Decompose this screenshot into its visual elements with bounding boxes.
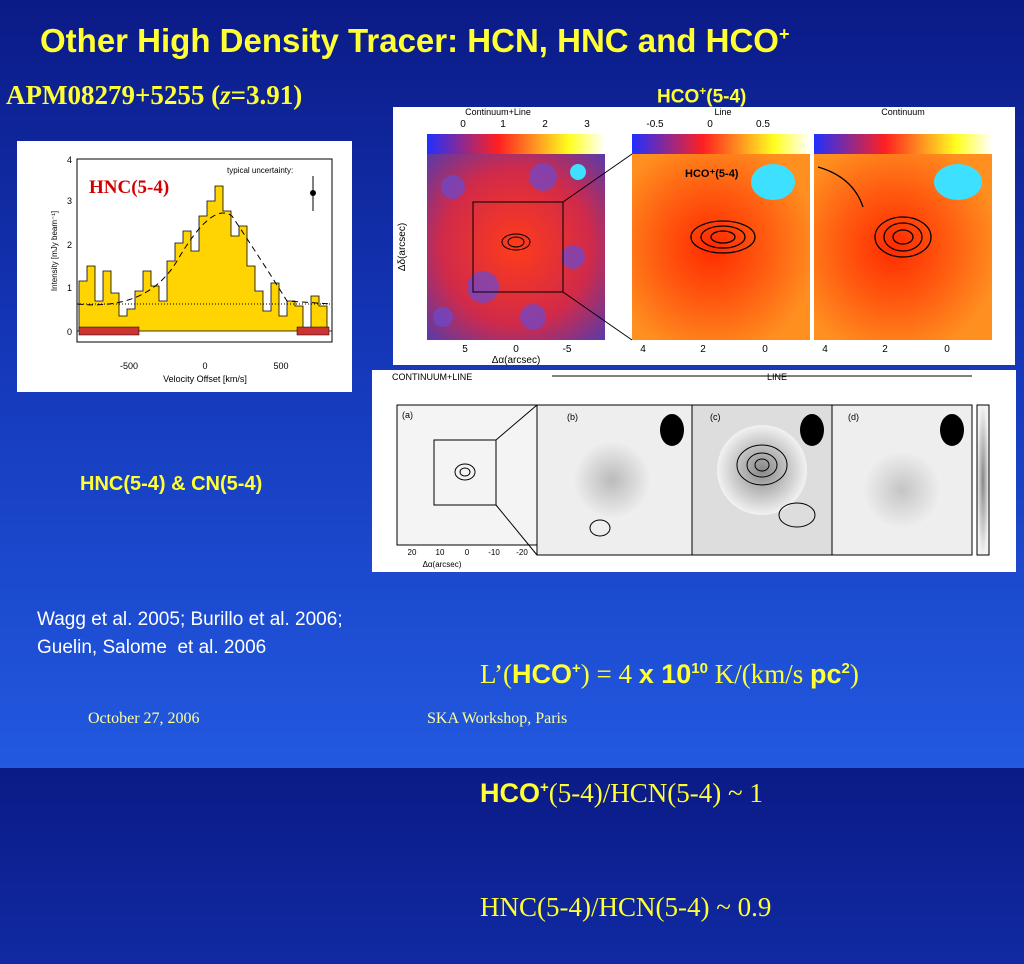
references: Wagg et al. 2005; Burillo et al. 2006; Gu… [37, 606, 343, 662]
results: L’(HCO+) = 4 x 1010 K/(km/s pc2) HCO+(5-… [480, 574, 859, 964]
colorbar-tick: 2 [542, 119, 548, 130]
subtitle-source: APM08279+5255 ( [6, 80, 221, 110]
y-tick-label: 2 [67, 240, 72, 250]
panel-label: (d) [848, 412, 859, 422]
text: pc [810, 659, 842, 689]
x-tick-label: 5 [462, 344, 468, 355]
x-tick-label: 500 [273, 361, 288, 371]
reference: Wagg et al. 2005; Burillo et al. 2006; [37, 609, 343, 630]
x-tick-label: 0 [202, 361, 207, 371]
title: Other High Density Tracer: HCN, HNC and … [40, 22, 789, 60]
result-line: HCO+(5-4)/HCN(5-4) ~ 1 [480, 769, 859, 812]
x-tick-label: 2 [700, 344, 706, 355]
text: ) [849, 659, 859, 689]
cn-maps: CONTINUUM+LINE LINE (a) (b) (c) (d) 20 1… [372, 370, 1016, 572]
cn-caption: HNC(5-4) & CN(5-4) [80, 473, 263, 495]
slide: Other High Density Tracer: HCN, HNC and … [0, 0, 1024, 922]
y-tick-label: 0 [67, 327, 72, 337]
text: ) = 4 [580, 659, 639, 689]
reference: Guelin, Salome et al. 2006 [37, 637, 267, 658]
x-tick-label: 10 [436, 548, 445, 557]
spectrum-note: typical uncertainty: [227, 166, 293, 175]
result-line: L’(HCO+) = 4 x 1010 K/(km/s pc2) [480, 650, 859, 693]
panel-title: Continuum [881, 107, 925, 117]
panel-header: LINE [767, 372, 787, 382]
colorbar-tick: 0.5 [756, 119, 770, 130]
text: K/(km/s [707, 659, 810, 689]
sup: 10 [691, 660, 708, 677]
x-tick-label: 0 [513, 344, 519, 355]
panel-header: CONTINUUM+LINE [392, 372, 472, 382]
x-tick-label: -10 [488, 548, 500, 557]
text: L’( [480, 659, 512, 689]
footer-date: October 27, 2006 [88, 710, 200, 727]
caption-text: HCO [657, 86, 700, 108]
panel-label: (c) [710, 412, 721, 422]
y-tick-label: 1 [67, 283, 72, 293]
hco-caption: HCO+(5-4) [657, 84, 746, 108]
y-axis-label: Intensity [mJy beam⁻¹] [50, 211, 59, 291]
x-tick-label: 0 [465, 548, 470, 557]
text: x 10 [638, 659, 692, 689]
subtitle-z: z [220, 80, 231, 110]
subtitle: APM08279+5255 (z=3.91) [6, 80, 302, 111]
x-axis-label: Δα(arcsec) [492, 355, 541, 365]
x-axis-label: Velocity Offset [km/s] [163, 374, 247, 384]
panel-label: (a) [402, 410, 413, 420]
footer-event: SKA Workshop, Paris [427, 710, 568, 727]
x-tick-label: -20 [516, 548, 528, 557]
y-tick-label: 3 [67, 196, 72, 206]
panel-title: Line [714, 107, 731, 117]
result-line: HNC(5-4)/HCN(5-4) ~ 0.9 [480, 892, 772, 922]
title-text: Other High Density Tracer: HCN, HNC and … [40, 22, 779, 59]
x-tick-label: -5 [563, 344, 572, 355]
sup: 2 [841, 660, 850, 677]
colorbar-tick: 3 [584, 119, 590, 130]
x-tick-label: -500 [120, 361, 138, 371]
panel-label: (b) [567, 412, 578, 422]
colorbar-tick: 0 [707, 119, 713, 130]
y-tick-label: 4 [67, 155, 72, 165]
x-tick-label: 4 [640, 344, 646, 355]
sup: + [572, 660, 581, 677]
x-tick-label: 0 [762, 344, 768, 355]
colorbar-tick: 0 [460, 119, 466, 130]
text: HCO [512, 659, 572, 689]
colorbar-tick: -0.5 [646, 119, 664, 130]
text: (5-4)/HCN(5-4) ~ 1 [548, 778, 763, 808]
caption-rest: (5-4) [706, 86, 747, 108]
caption-sup: + [699, 84, 707, 98]
x-tick-label: 2 [882, 344, 888, 355]
subtitle-rest: =3.91) [230, 80, 303, 110]
x-tick-label: 4 [822, 344, 828, 355]
spectrum-label: HNC(5-4) [89, 177, 169, 198]
x-axis-label: Δα(arcsec) [423, 560, 462, 569]
spectrum-figure: HNC(5-4) typical uncertainty: 0 1 2 3 4 … [17, 141, 352, 392]
x-tick-label: 20 [408, 548, 417, 557]
colorbar-tick: 1 [500, 119, 506, 130]
y-axis-label: Δδ(arcsec) [397, 223, 408, 271]
x-tick-label: 0 [944, 344, 950, 355]
title-sup: + [778, 24, 790, 44]
panel-title: Continuum+Line [465, 107, 531, 117]
map-label: HCO⁺(5-4) [685, 168, 739, 180]
hco-maps: Continuum+Line Line Continuum 0 1 2 3 -0… [393, 107, 1015, 365]
sup: + [540, 779, 549, 796]
text: HCO [480, 778, 540, 808]
